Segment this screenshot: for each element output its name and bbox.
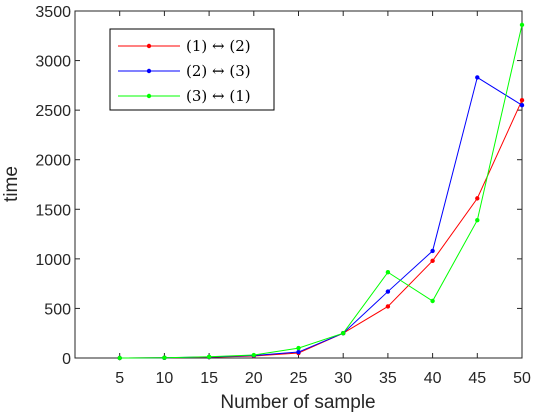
data-point (117, 355, 122, 361)
data-point (519, 98, 525, 103)
legend-label: (1) ↔ (2) (186, 37, 251, 55)
x-tick-label: 30 (334, 370, 352, 387)
data-point (475, 196, 480, 201)
data-point (162, 355, 167, 360)
x-tick-label: 20 (245, 370, 263, 387)
x-tick-label: 10 (156, 370, 174, 387)
data-point (296, 345, 301, 351)
legend-label: (2) ↔ (3) (186, 62, 251, 80)
y-tick-label: 1000 (35, 252, 71, 269)
series-lines (117, 22, 525, 361)
legend-marker (146, 93, 152, 99)
data-point (341, 331, 346, 336)
legend: (1) ↔ (2) (2) ↔ (3) (3) ↔ (1) (109, 28, 275, 111)
data-point (519, 102, 525, 108)
data-point (430, 258, 435, 264)
x-tick-label: 15 (200, 370, 218, 387)
y-tick-label: 2000 (35, 153, 71, 170)
legend-marker (146, 68, 152, 74)
data-point (385, 304, 391, 309)
legend-marker (146, 43, 152, 49)
data-point (475, 75, 480, 80)
y-tick-label: 0 (62, 351, 71, 368)
x-axis-title: Number of sample (220, 392, 375, 413)
x-axis: 5 10 15 20 25 30 35 40 45 50 (115, 11, 531, 387)
y-tick-label: 3500 (35, 4, 71, 21)
data-point (475, 217, 480, 223)
data-point (206, 354, 212, 360)
y-tick-label: 3000 (35, 54, 71, 71)
x-tick-label: 50 (513, 370, 531, 387)
y-tick-label: 500 (44, 301, 71, 318)
data-point (519, 22, 525, 28)
y-tick-label: 2500 (35, 103, 71, 120)
data-point (296, 349, 301, 355)
data-point (385, 270, 391, 275)
legend-label: (3) ↔ (1) (186, 87, 251, 105)
x-tick-label: 35 (379, 370, 397, 387)
y-axis-title: time (1, 166, 22, 202)
y-axis: 0 500 1000 1500 2000 2500 3000 3500 (35, 4, 522, 368)
data-point (251, 352, 256, 358)
data-point (430, 248, 435, 254)
data-point (430, 298, 435, 304)
x-tick-label: 5 (115, 370, 124, 387)
data-point (385, 289, 391, 294)
x-tick-label: 40 (424, 370, 442, 387)
series-3 (117, 22, 525, 361)
series-line (119, 24, 523, 359)
y-tick-label: 1500 (35, 202, 71, 219)
x-tick-label: 45 (468, 370, 486, 387)
x-tick-label: 25 (290, 370, 308, 387)
